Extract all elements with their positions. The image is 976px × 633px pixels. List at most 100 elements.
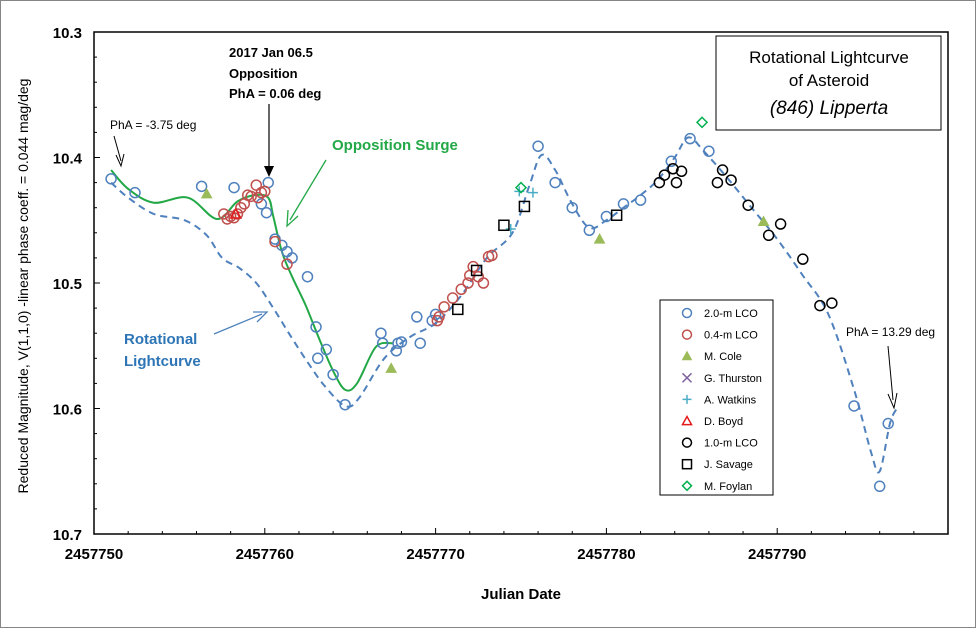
point-s0-12 bbox=[310, 321, 322, 333]
opposition-surge-arrow bbox=[286, 159, 327, 228]
y-tick-label-1: 10.4 bbox=[53, 151, 83, 168]
point-s1-13 bbox=[269, 235, 281, 248]
rotational-label-2: Lightcurve bbox=[124, 353, 201, 370]
point-s0-38 bbox=[882, 417, 894, 430]
point-s4-2 bbox=[527, 187, 538, 198]
legend-label-6: 1.0-m LCO bbox=[704, 438, 758, 450]
point-s0-4 bbox=[255, 198, 268, 210]
point-s6-13 bbox=[826, 297, 838, 309]
point-s6-12 bbox=[814, 299, 826, 312]
legend-marker-7 bbox=[681, 458, 693, 470]
point-s2-0 bbox=[200, 187, 213, 199]
x-tick-label-0: 2457750 bbox=[65, 546, 123, 563]
legend-label-3: G. Thurston bbox=[704, 373, 762, 385]
curves-layer bbox=[110, 136, 898, 474]
legend-box bbox=[659, 299, 774, 496]
x-tick-label-3: 2457780 bbox=[577, 546, 635, 563]
point-s0-2 bbox=[195, 180, 208, 193]
point-s0-22 bbox=[411, 311, 423, 323]
point-s2-2 bbox=[593, 233, 606, 244]
rotational-arrow bbox=[213, 311, 269, 335]
legend-marker-3 bbox=[681, 372, 693, 383]
point-s0-3 bbox=[228, 181, 240, 194]
point-s0-33 bbox=[665, 155, 678, 168]
legend-marker-8 bbox=[681, 480, 693, 492]
point-s0-11 bbox=[301, 270, 314, 283]
point-s6-1 bbox=[658, 169, 671, 181]
pha-end-label: PhA = 13.29 deg bbox=[846, 325, 935, 339]
point-s1-22 bbox=[467, 260, 479, 273]
point-s6-11 bbox=[797, 253, 809, 265]
series-5 bbox=[229, 207, 243, 219]
series-8 bbox=[514, 116, 709, 194]
x-tick-label-4: 2457790 bbox=[748, 546, 806, 563]
y-tick-label-0: 10.3 bbox=[53, 25, 82, 42]
point-s4-0 bbox=[505, 224, 516, 235]
legend-label-2: M. Cole bbox=[704, 351, 742, 363]
legend-label-0: 2.0-m LCO bbox=[704, 308, 758, 320]
point-s0-26 bbox=[532, 140, 544, 152]
point-s6-3 bbox=[670, 176, 683, 189]
point-s0-1 bbox=[129, 186, 141, 199]
legend-label-7: J. Savage bbox=[704, 459, 753, 471]
point-s1-24 bbox=[477, 277, 490, 289]
point-s1-18 bbox=[446, 292, 459, 304]
legend-label-8: M. Foylan bbox=[704, 481, 752, 493]
point-s0-13 bbox=[311, 352, 324, 365]
title-box bbox=[715, 35, 942, 131]
point-s7-4 bbox=[610, 209, 623, 221]
point-s0-14 bbox=[320, 343, 333, 356]
pha-start-arrow bbox=[113, 135, 125, 168]
legend-label-4: A. Watkins bbox=[704, 394, 757, 406]
legend-marker-1 bbox=[681, 329, 693, 340]
legend-marker-5 bbox=[681, 414, 693, 426]
point-s5-0 bbox=[229, 207, 243, 219]
opposition-arrow bbox=[264, 104, 274, 177]
pha-end-arrow bbox=[887, 345, 898, 410]
legend-marker-2 bbox=[681, 350, 693, 361]
legend-marker-0 bbox=[681, 307, 693, 319]
points-layer bbox=[105, 116, 894, 493]
point-s0-25 bbox=[429, 308, 442, 321]
point-s2-3 bbox=[757, 215, 770, 227]
point-s0-34 bbox=[684, 132, 696, 145]
point-s1-19 bbox=[455, 283, 467, 296]
point-s0-37 bbox=[873, 480, 886, 493]
point-s0-15 bbox=[327, 368, 339, 381]
point-s0-31 bbox=[617, 198, 630, 210]
point-s7-2 bbox=[498, 219, 510, 232]
point-s7-3 bbox=[518, 200, 531, 213]
curve-rotational-lightcurve bbox=[110, 136, 898, 474]
point-s0-21 bbox=[395, 336, 408, 348]
point-s6-7 bbox=[725, 174, 737, 186]
legend-marker-4 bbox=[682, 394, 692, 404]
point-s0-19 bbox=[390, 345, 403, 357]
opposition-line-3: PhA = 0.06 deg bbox=[229, 86, 321, 101]
point-s6-10 bbox=[774, 218, 787, 230]
opposition-surge-label: Opposition Surge bbox=[332, 137, 458, 154]
point-s6-9 bbox=[762, 229, 775, 242]
x-axis-title: Julian Date bbox=[481, 586, 561, 603]
y-tick-label-4: 10.7 bbox=[53, 527, 82, 544]
point-s1-12 bbox=[259, 185, 271, 198]
point-s6-6 bbox=[716, 164, 729, 176]
point-s6-4 bbox=[675, 165, 688, 178]
pha-start-label: PhA = -3.75 deg bbox=[110, 118, 196, 132]
point-s0-23 bbox=[414, 337, 426, 349]
point-s0-27 bbox=[549, 176, 561, 189]
point-s0-32 bbox=[634, 194, 647, 206]
axes-layer: 2457750 2457760 2457770 2457780 2457790 10.3 1… bbox=[53, 25, 915, 563]
point-s0-29 bbox=[583, 224, 596, 237]
point-s8-0 bbox=[514, 181, 528, 194]
point-s0-24 bbox=[426, 314, 438, 327]
point-s0-0 bbox=[105, 173, 117, 185]
x-tick-label-1: 2457760 bbox=[236, 546, 294, 563]
y-tick-label-3: 10.6 bbox=[53, 402, 82, 419]
opposition-line-2: Opposition bbox=[229, 66, 298, 81]
point-s1-17 bbox=[438, 301, 450, 313]
y-tick-label-2: 10.5 bbox=[53, 276, 82, 293]
point-s8-1 bbox=[695, 116, 709, 129]
legend-marker-6 bbox=[681, 437, 693, 448]
point-s6-8 bbox=[742, 199, 754, 211]
